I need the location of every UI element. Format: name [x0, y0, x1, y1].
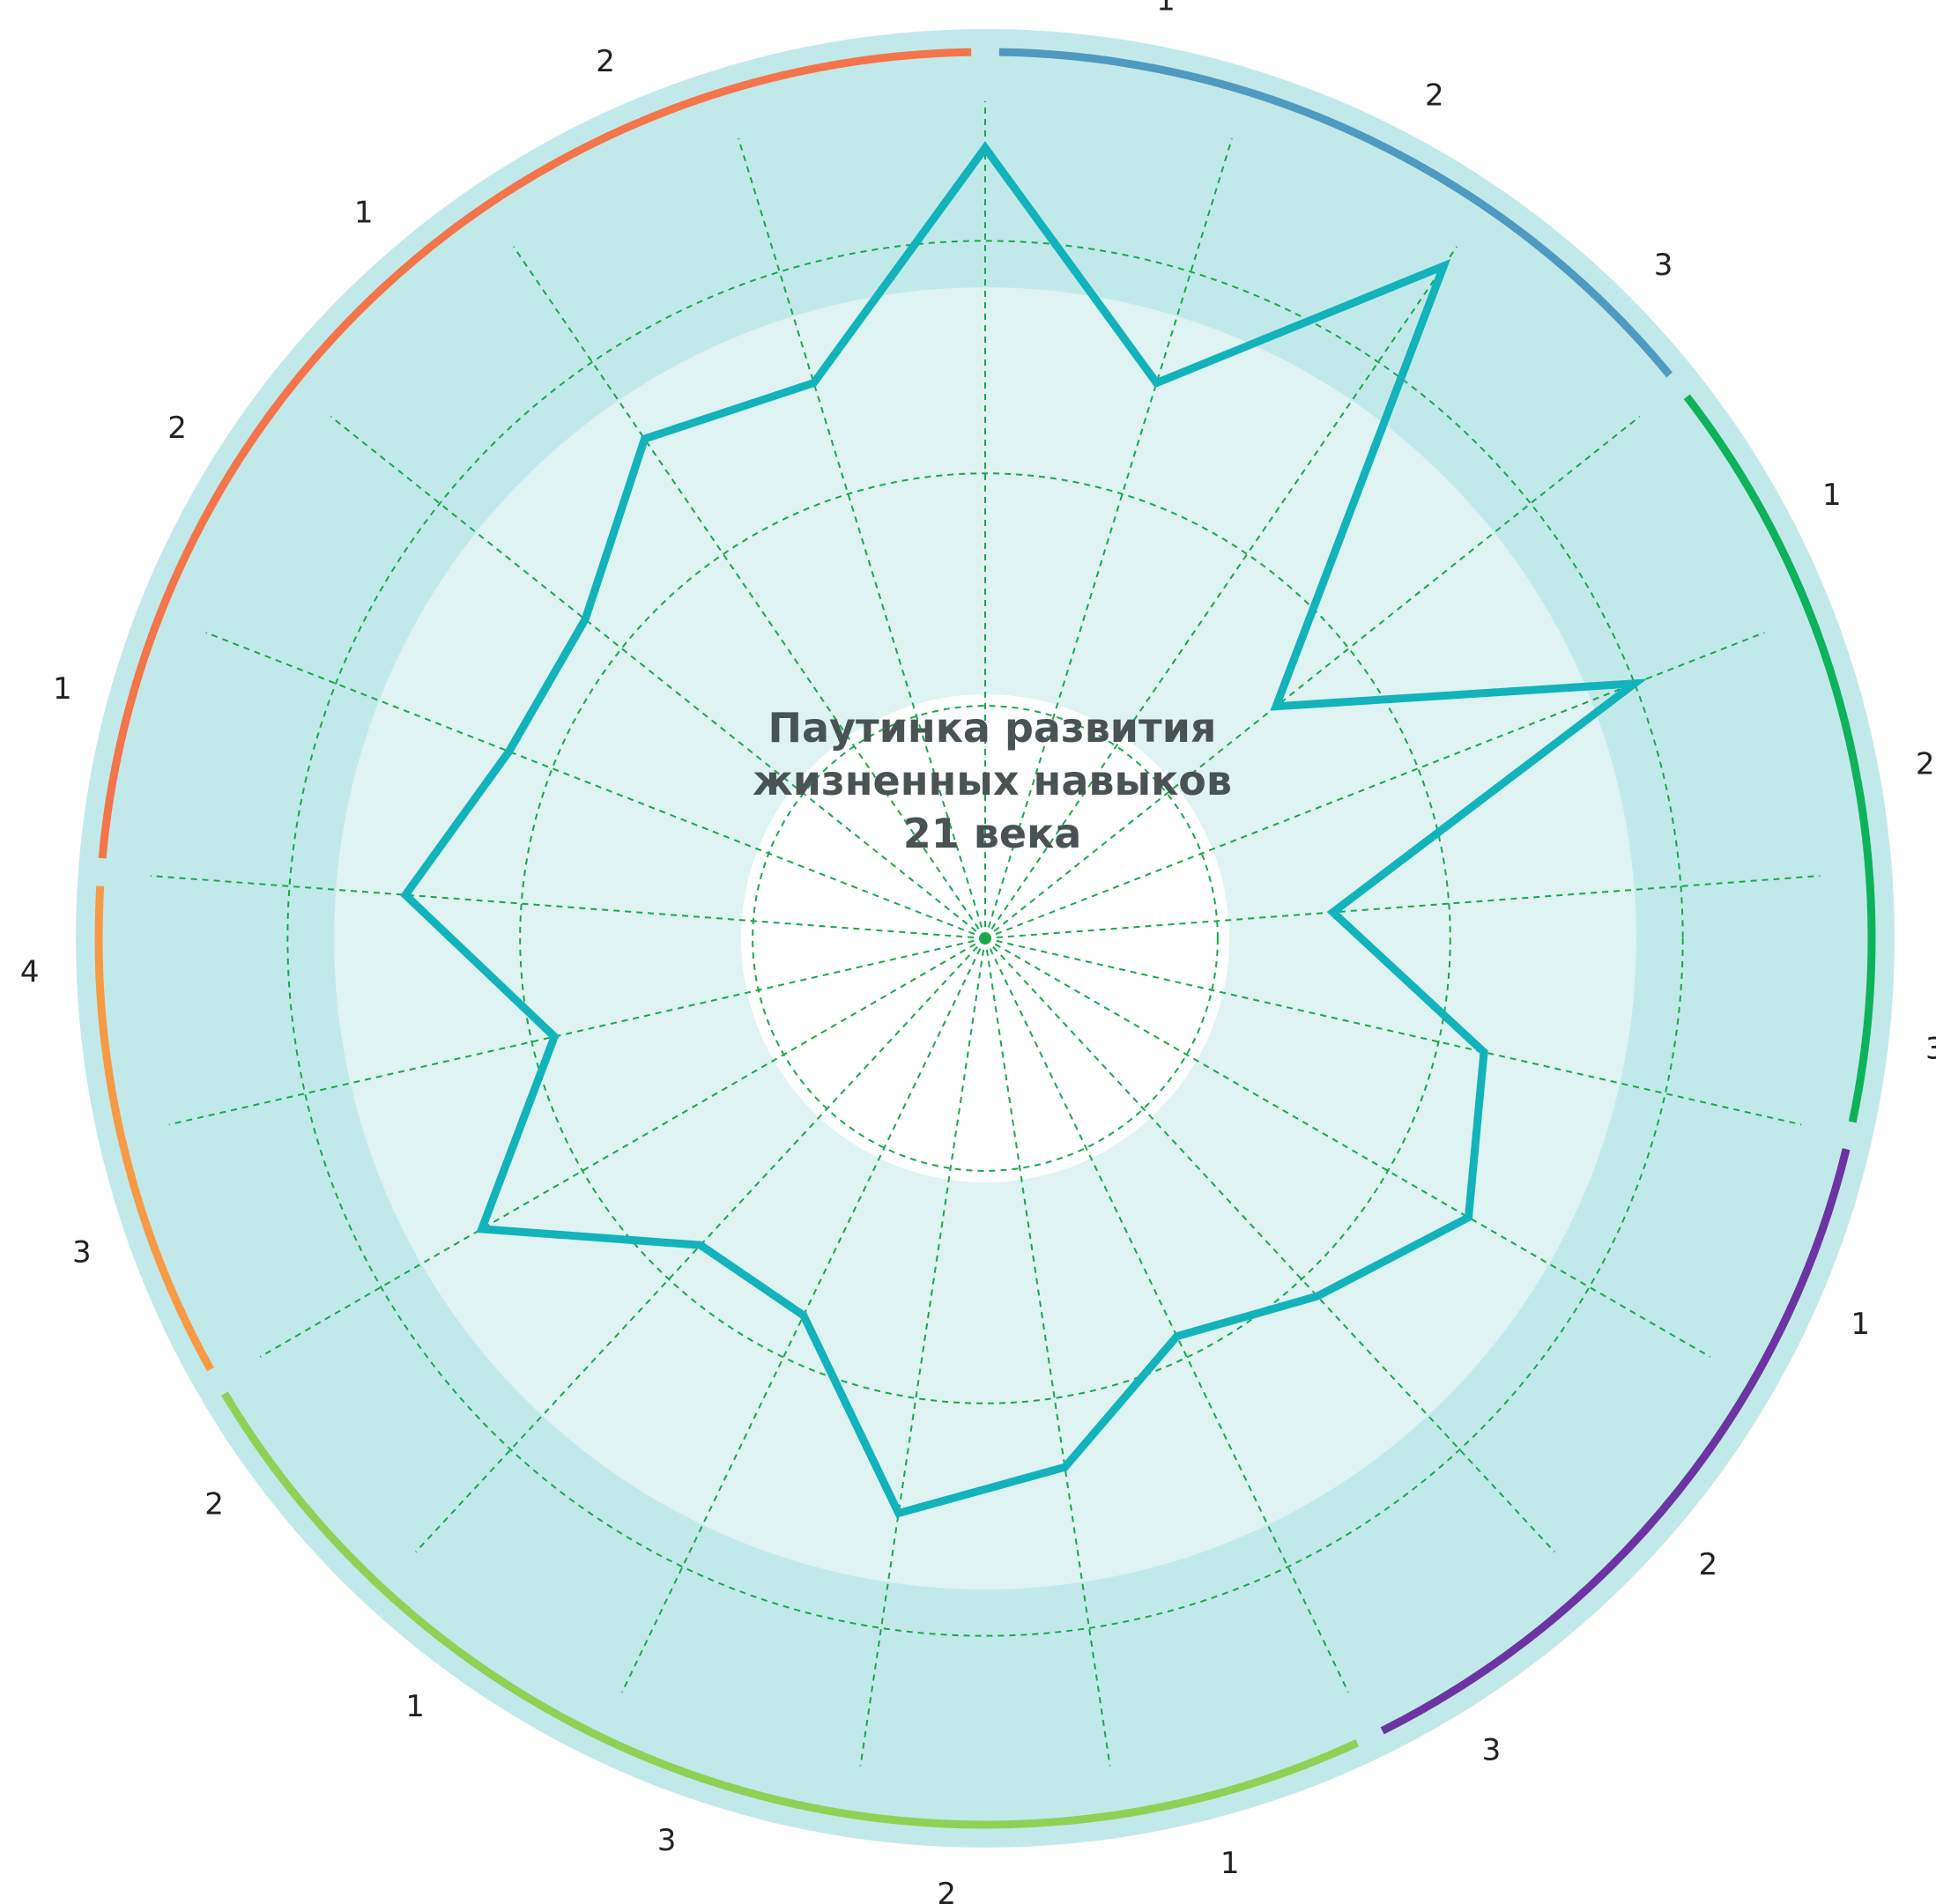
category-label: 2: [937, 1877, 956, 1904]
grid-spoke: [330, 415, 986, 939]
series-line-0: [400, 141, 1648, 1518]
category-label: 2: [204, 1487, 224, 1522]
grid-circle-1: [752, 705, 1219, 1172]
grid-spoke: [984, 137, 1233, 939]
grid-spoke: [415, 937, 986, 1553]
category-group-arcs: [94, 48, 1876, 1829]
grid-spoke: [984, 631, 1765, 939]
grid-spoke: [984, 937, 1111, 1767]
grid-spoke: [738, 137, 986, 939]
category-label: 4: [20, 954, 40, 989]
series-layer: [400, 141, 1648, 1518]
grid-spoke: [168, 937, 986, 1126]
category-label: 2: [1698, 1547, 1717, 1582]
group-arc-3: [220, 1391, 1360, 1829]
grid-spoke: [984, 937, 1555, 1553]
group-arc-1: [1683, 394, 1876, 1123]
category-label: 3: [1654, 248, 1673, 283]
group-arc-2: [1380, 1148, 1851, 1735]
category-label: 1: [1822, 478, 1842, 513]
title-line-1: Паутинка развития: [768, 704, 1217, 752]
category-label: 1: [405, 1689, 425, 1724]
grid-circle-2: [519, 472, 1451, 1404]
group-arc-4: [94, 885, 214, 1372]
grid-spoke: [984, 875, 1821, 939]
grid-spoke: [984, 937, 1350, 1693]
category-label: 2: [1425, 78, 1444, 113]
grid-spoke: [859, 937, 986, 1767]
group-arc-0: [998, 48, 1673, 378]
category-label: 1: [53, 671, 72, 707]
category-label: 3: [1925, 1032, 1936, 1067]
grid-circle-3: [286, 240, 1684, 1637]
category-label: 1: [354, 195, 374, 230]
category-label: 2: [1916, 746, 1935, 782]
category-label: 2: [167, 411, 187, 446]
category-label: 2: [596, 44, 615, 79]
grid-spoke: [150, 875, 986, 939]
grid-spoke: [205, 631, 986, 939]
grid-spoke: [984, 937, 1711, 1358]
grid-spoke: [513, 246, 986, 939]
title-line-2: жизненных навыков: [753, 757, 1232, 804]
title-line-3: 21 века: [903, 810, 1082, 857]
category-label: 3: [657, 1823, 677, 1858]
grid: [150, 101, 1821, 1767]
category-label: 1: [1156, 0, 1176, 19]
grid-spoke: [984, 415, 1641, 939]
category-labels: 1 2 3 1 2 3 1 2 3 1 2 3 1 2 3 4 1 2 1 2 3: [20, 0, 1936, 1904]
grid-spoke: [984, 246, 1458, 939]
category-label: 1: [1220, 1846, 1240, 1881]
group-arc-5: [98, 48, 972, 859]
grid-spoke: [984, 937, 1802, 1126]
category-label: 3: [1482, 1732, 1502, 1767]
grid-spoke: [259, 937, 986, 1358]
category-label: 3: [872, 0, 891, 6]
category-label: 1: [1851, 1307, 1870, 1342]
chart-title: Паутинка развития жизненных навыков 21 в…: [753, 704, 1232, 857]
category-label: 3: [72, 1234, 92, 1270]
